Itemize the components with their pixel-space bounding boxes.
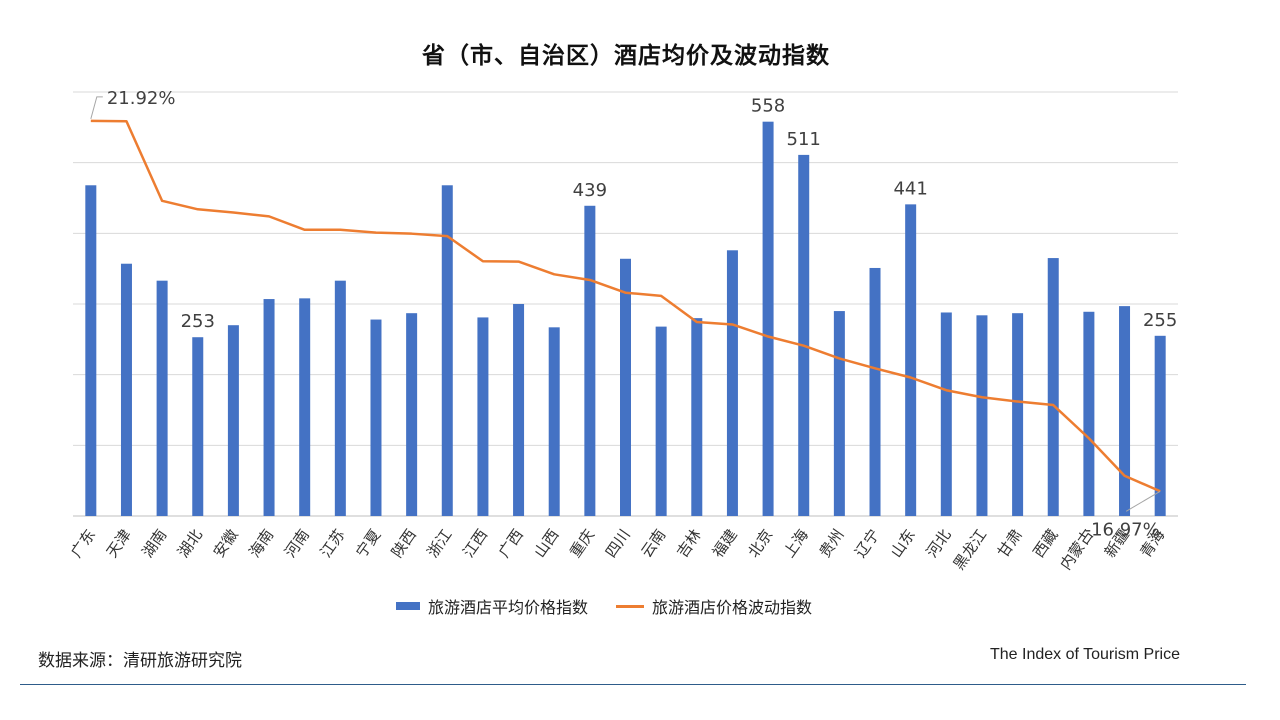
- legend-line-label: 旅游酒店价格波动指数: [652, 598, 813, 617]
- x-tick-label: 上海: [780, 526, 812, 561]
- bar-浙江: [441, 185, 453, 516]
- label-leader-line: [1125, 490, 1161, 512]
- bar-江西: [477, 317, 489, 516]
- bar-贵州: [833, 311, 845, 516]
- x-tick-label: 黑龙江: [950, 526, 991, 573]
- x-tick-label: 湖南: [138, 526, 170, 561]
- bar-甘肃: [1012, 313, 1024, 516]
- data-source: 数据来源：清研旅游研究院: [38, 651, 242, 671]
- bar-宁夏: [370, 319, 382, 516]
- x-tick-label: 山东: [887, 526, 919, 561]
- x-tick-label: 内蒙古: [1057, 526, 1098, 573]
- x-tick-label: 安徽: [210, 526, 242, 561]
- x-tick-label: 四川: [602, 526, 634, 561]
- bar-上海: [798, 154, 810, 517]
- x-tick-label: 河南: [281, 526, 313, 561]
- bar-安徽: [227, 325, 239, 516]
- bar-辽宁: [869, 267, 881, 516]
- x-tick-label: 江苏: [317, 526, 349, 561]
- x-tick-label: 云南: [637, 526, 669, 561]
- data-label: 558: [751, 96, 785, 117]
- bar-四川: [620, 258, 631, 516]
- bar-青海: [1154, 335, 1166, 516]
- x-tick-label: 广西: [495, 526, 527, 561]
- bar-云南: [655, 326, 667, 516]
- footer-english-title: The Index of Tourism Price: [990, 646, 1181, 663]
- data-label: 21.92%: [107, 88, 176, 109]
- bar-series: [85, 121, 1166, 517]
- bar-广西: [513, 304, 525, 516]
- legend-bar-swatch: [396, 602, 420, 610]
- x-tick-label: 天津: [103, 526, 135, 561]
- bar-福建: [726, 250, 738, 516]
- x-tick-label: 西藏: [1030, 526, 1062, 561]
- data-label: 253: [181, 311, 215, 332]
- footer-divider: [20, 684, 1246, 685]
- x-tick-label: 陕西: [388, 526, 420, 561]
- bar-江苏: [334, 280, 346, 516]
- data-label: -16.97%: [1085, 519, 1160, 540]
- legend: 旅游酒店平均价格指数 旅游酒店价格波动指数: [396, 594, 840, 618]
- x-tick-label: 江西: [459, 526, 491, 561]
- bar-山西: [548, 327, 560, 516]
- data-label: 441: [893, 178, 927, 199]
- legend-bar-label: 旅游酒店平均价格指数: [428, 598, 589, 617]
- x-tick-label: 福建: [709, 526, 741, 561]
- x-tick-label: 河北: [923, 526, 955, 561]
- bar-吉林: [691, 318, 703, 516]
- x-tick-label: 广东: [67, 526, 99, 561]
- bar-山东: [905, 204, 917, 517]
- x-tick-label: 北京: [744, 526, 776, 561]
- x-tick-label: 吉林: [673, 526, 705, 561]
- label-leader-line: [90, 96, 103, 119]
- x-tick-label: 辽宁: [851, 526, 883, 561]
- bar-湖北: [192, 337, 204, 516]
- data-label: 511: [787, 129, 821, 150]
- bar-重庆: [584, 205, 596, 517]
- bar-北京: [762, 121, 774, 517]
- bar-海南: [263, 299, 275, 516]
- x-tick-label: 甘肃: [994, 526, 1026, 561]
- x-tick-label: 海南: [245, 526, 277, 561]
- bar-广东: [85, 185, 97, 516]
- bar-湖南: [156, 280, 168, 516]
- bar-天津: [120, 263, 132, 516]
- line-series: [90, 119, 1161, 493]
- bar-内蒙古: [1083, 311, 1095, 516]
- x-tick-label: 湖北: [174, 526, 206, 561]
- bar-河北: [940, 312, 952, 516]
- x-tick-label: 山西: [531, 526, 563, 561]
- legend-line-swatch: [616, 604, 645, 608]
- legend-item-line[interactable]: 旅游酒店价格波动指数: [616, 594, 812, 618]
- bar-黑龙江: [976, 315, 988, 516]
- x-axis: 广东 天津 湖南 湖北 安徽 海南 河南 江苏 宁夏 陕西 浙江 江西 广西 山西 重庆 四川 云南 吉林 福建 北京…: [67, 526, 1168, 573]
- x-tick-label: 宁夏: [352, 526, 384, 561]
- fluctuation-line: [90, 119, 1161, 493]
- bar-河南: [299, 298, 311, 516]
- legend-item-bar[interactable]: 旅游酒店平均价格指数: [396, 594, 588, 618]
- chart-title: 省（市、自治区）酒店均价及波动指数: [422, 43, 830, 69]
- bar-陕西: [406, 313, 418, 516]
- x-tick-label: 贵州: [816, 526, 848, 561]
- x-tick-label: 重庆: [566, 526, 598, 561]
- data-label: 439: [573, 180, 607, 201]
- data-label: 255: [1143, 310, 1177, 331]
- x-tick-label: 浙江: [424, 526, 456, 561]
- bar-新疆: [1119, 306, 1131, 516]
- bar-西藏: [1047, 258, 1059, 516]
